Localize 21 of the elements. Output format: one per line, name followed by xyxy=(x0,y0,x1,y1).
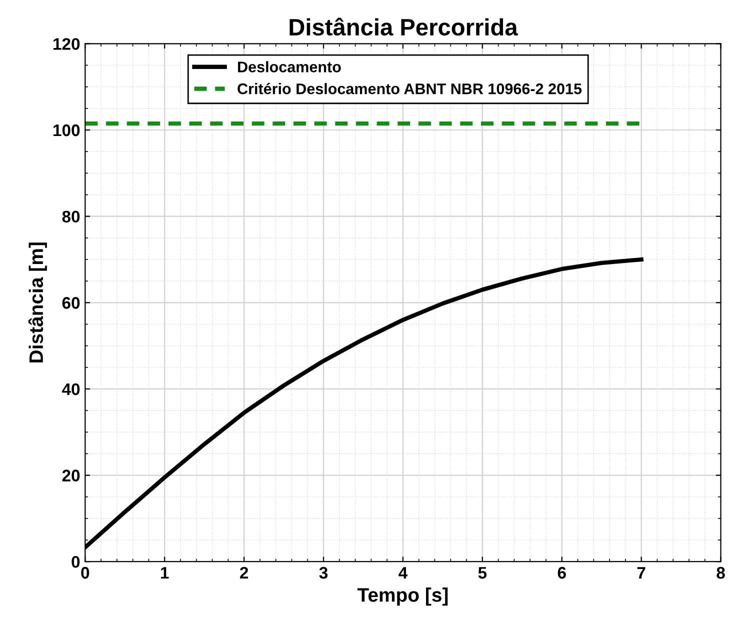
x-tick-label: 1 xyxy=(161,567,169,579)
y-tick-label: 120 xyxy=(54,38,80,50)
y-axis-title: Distância [m] xyxy=(28,242,47,362)
y-tick-label: 100 xyxy=(54,124,80,136)
x-tick-label: 7 xyxy=(637,567,646,579)
legend-label: Deslocamento xyxy=(238,61,341,72)
y-tick-label: 80 xyxy=(62,210,80,223)
x-tick-label: 2 xyxy=(240,566,248,579)
chart-title: Distância Percorrida xyxy=(290,18,518,36)
x-tick-label: 0 xyxy=(81,566,90,579)
x-tick-label: 6 xyxy=(558,566,566,579)
y-tick-label: 60 xyxy=(62,297,80,309)
y-tick-label: 40 xyxy=(62,383,80,396)
x-tick-label: 4 xyxy=(398,567,408,579)
y-tick-label: 20 xyxy=(62,470,80,482)
legend-label: Critério Deslocamento ABNT NBR 10966-2 2015 xyxy=(238,82,582,94)
x-tick-label: 5 xyxy=(478,567,487,579)
x-tick-label: 3 xyxy=(319,566,328,579)
x-tick-label: 8 xyxy=(716,566,725,579)
x-axis-title: Tempo [s] xyxy=(357,588,448,606)
y-tick-label: 0 xyxy=(72,556,80,568)
